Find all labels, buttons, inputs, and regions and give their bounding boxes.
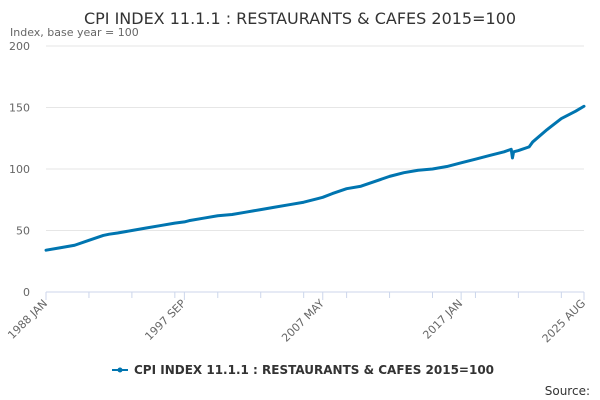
x-tick-label: 2025 AUG: [540, 297, 589, 346]
chart-subtitle: Index, base year = 100: [10, 26, 139, 39]
x-tick-label: 1997 SEP: [142, 297, 188, 343]
series-line[interactable]: [44, 104, 586, 252]
x-tick-label: 2017 JAN: [420, 297, 465, 342]
plot-area: [44, 104, 586, 252]
y-tick-label: 150: [9, 102, 30, 115]
legend-dot-marker: [117, 367, 123, 373]
y-tick-label: 200: [9, 40, 30, 53]
y-tick-label: 100: [9, 163, 30, 176]
x-axis: [46, 291, 584, 298]
y-axis-ticks: 0 50 100 150 200: [9, 40, 30, 299]
x-tick-label: 1988 JAN: [5, 297, 50, 342]
legend[interactable]: CPI INDEX 11.1.1 : RESTAURANTS & CAFES 2…: [112, 363, 494, 377]
credits-source[interactable]: Source:: [545, 384, 590, 398]
x-tick-label: 2007 MAY: [279, 297, 327, 345]
grid-lines: [46, 45, 584, 231]
legend-item-label[interactable]: CPI INDEX 11.1.1 : RESTAURANTS & CAFES 2…: [134, 363, 494, 377]
x-axis-ticks: 1988 JAN 1997 SEP 2007 MAY 2017 JAN 2025 AUG: [5, 292, 588, 345]
chart-title: CPI INDEX 11.1.1 : RESTAURANTS & CAFES 2…: [84, 9, 516, 28]
y-tick-label: 0: [23, 286, 30, 299]
y-tick-label: 50: [16, 225, 30, 238]
